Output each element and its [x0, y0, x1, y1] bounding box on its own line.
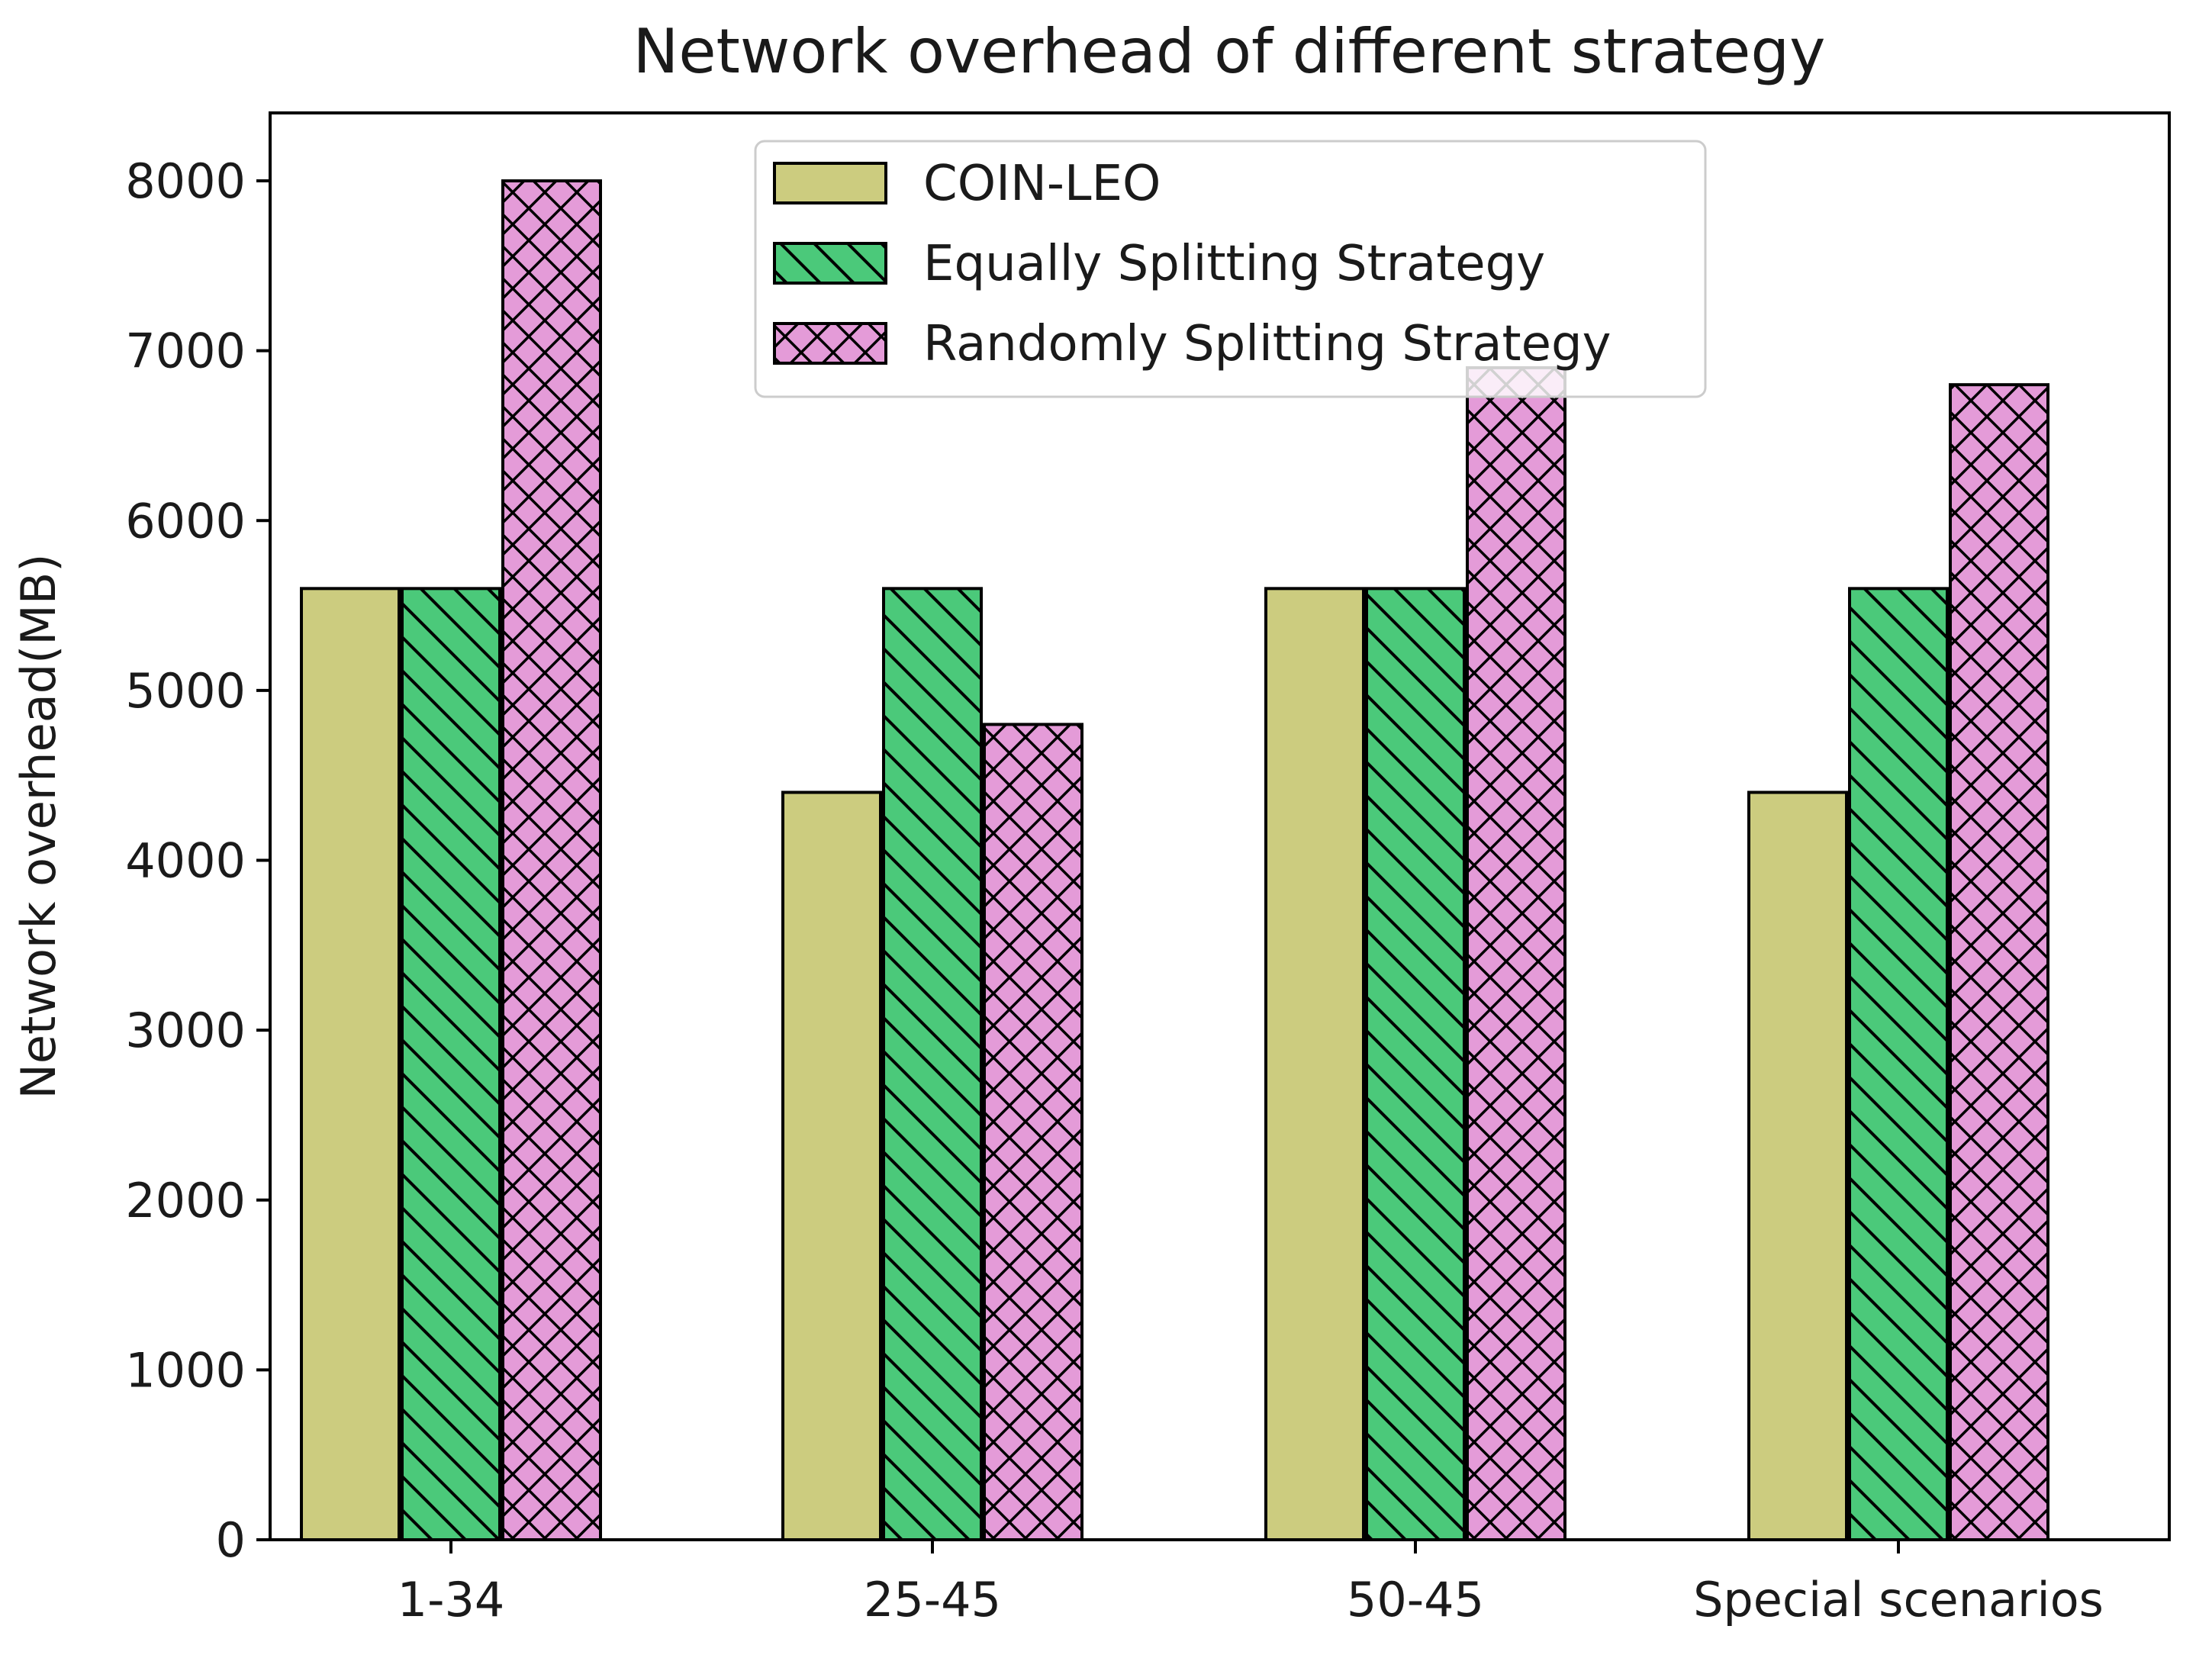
x-axis: 1-34 25-45 50-45 Special scenarios [398, 1540, 2104, 1628]
bar-equally-splitting-strategy-2 [1365, 587, 1466, 1541]
legend-frame [754, 140, 1707, 398]
y-tick-label: 0 [216, 1512, 246, 1568]
y-axis-label: Network overhead(MB) [11, 554, 66, 1100]
legend-swatch [773, 242, 887, 285]
bar-randomly-splitting-strategy-2 [1466, 365, 1566, 1541]
legend-items: COIN-LEO Equally Splitting Strategy Random… [773, 156, 1612, 372]
chart-title: Network overhead of different strategy [633, 16, 1825, 87]
x-tick-label: 25-45 [864, 1572, 1001, 1628]
x-tick-label: 1-34 [398, 1572, 505, 1628]
y-tick-label: 7000 [125, 324, 246, 379]
y-tick-label: 6000 [125, 493, 246, 549]
legend-entry-randomly-splitting-strategy: Randomly Splitting Strategy [773, 316, 1612, 372]
bar-coin-leo-1 [781, 790, 882, 1541]
legend: COIN-LEO Equally Splitting Strategy Random… [754, 140, 1707, 398]
bar-equally-splitting-strategy-3 [1848, 587, 1949, 1541]
legend-swatch [773, 162, 887, 204]
y-tick-label: 1000 [125, 1342, 246, 1398]
bar-coin-leo-3 [1747, 790, 1848, 1541]
y-tick-label: 8000 [125, 153, 246, 209]
bar-equally-splitting-strategy-0 [401, 587, 501, 1541]
legend-label: Randomly Splitting Strategy [923, 316, 1612, 372]
bar-randomly-splitting-strategy-3 [1949, 383, 2049, 1542]
y-tick-label: 5000 [125, 663, 246, 719]
y-tick-label: 4000 [125, 833, 246, 889]
legend-entry-coin-leo: COIN-LEO [773, 156, 1161, 212]
bar-randomly-splitting-strategy-0 [501, 179, 602, 1542]
bar-coin-leo-0 [300, 587, 401, 1541]
legend-label: Equally Splitting Strategy [923, 236, 1545, 292]
plot-frame [269, 111, 2171, 1541]
bar-coin-leo-2 [1264, 587, 1365, 1541]
x-tick-label: Special scenarios [1693, 1572, 2104, 1628]
y-axis: 0 1000 2000 3000 4000 5000 6000 7000 8000 [125, 153, 270, 1568]
y-tick-label: 2000 [125, 1173, 246, 1228]
bar-equally-splitting-strategy-1 [882, 587, 983, 1541]
bars-layer [300, 179, 2049, 1542]
bar-randomly-splitting-strategy-1 [983, 723, 1083, 1541]
legend-swatch [773, 322, 887, 365]
x-tick-label: 50-45 [1347, 1572, 1484, 1628]
legend-entry-equally-splitting-strategy: Equally Splitting Strategy [773, 236, 1545, 292]
y-tick-label: 3000 [125, 1003, 246, 1058]
legend-label: COIN-LEO [923, 156, 1161, 212]
